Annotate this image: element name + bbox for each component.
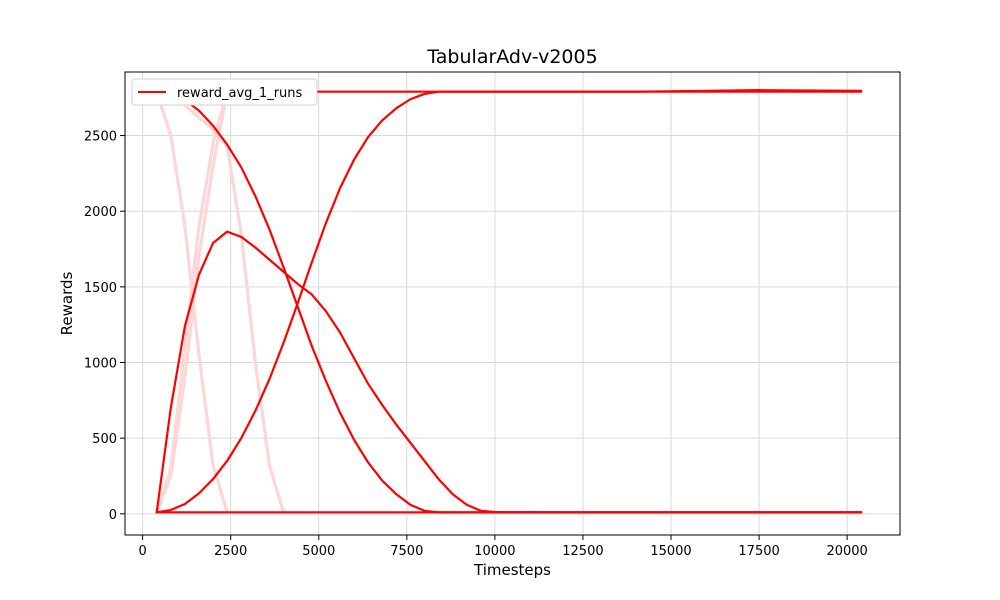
x-tick-label: 2500	[214, 544, 247, 559]
y-axis-label: Rewards	[58, 271, 76, 335]
x-tick-label: 20000	[826, 544, 867, 559]
legend-label: reward_avg_1_runs	[177, 86, 303, 101]
x-tick-label: 15000	[650, 544, 691, 559]
y-tick-label: 2000	[84, 205, 117, 220]
x-tick-label: 7500	[390, 544, 423, 559]
plot-frame	[124, 71, 901, 536]
series-line	[155, 90, 863, 514]
y-tick-label: 500	[92, 432, 117, 447]
y-tick-label: 2500	[84, 130, 117, 145]
series-line	[155, 89, 863, 514]
x-ticks-layer: 0 2500 5000 7500 10000 12500 15000 17500 20000	[138, 535, 868, 559]
x-tick-label: 5000	[302, 544, 335, 559]
series-layer	[155, 89, 863, 514]
y-tick-label: 1000	[84, 357, 117, 372]
faded-series-line	[155, 90, 229, 514]
y-tick-label: 1500	[84, 281, 117, 296]
legend: reward_avg_1_runs	[131, 78, 318, 106]
x-tick-label: 12500	[562, 544, 603, 559]
faded-series-line	[155, 90, 229, 514]
x-tick-label: 0	[138, 544, 146, 559]
series-line	[155, 230, 863, 514]
x-tick-label: 17500	[738, 544, 779, 559]
y-tick-label: 0	[109, 508, 117, 523]
y-ticks-layer: 0 500 1000 1500 2000 2500	[84, 130, 125, 523]
grid-layer	[125, 72, 900, 535]
legend-box	[131, 78, 318, 106]
x-tick-label: 10000	[474, 544, 515, 559]
x-axis-label: Timesteps	[473, 561, 551, 579]
chart-title: TabularAdv-v2005	[426, 46, 597, 68]
